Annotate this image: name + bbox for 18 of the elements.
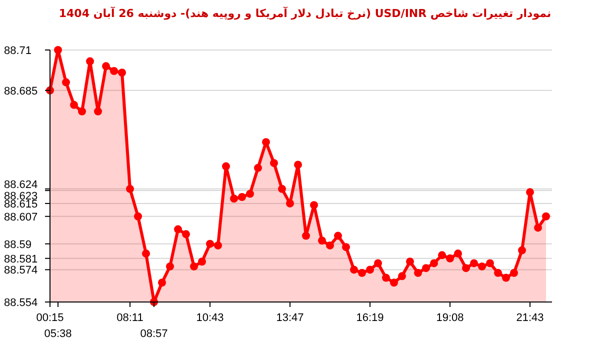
y-tick-label: 88.624 <box>4 178 38 191</box>
y-tick-label: 88.581 <box>4 253 38 266</box>
y-tick-label: 88.59 <box>4 238 32 251</box>
x-tick-label: 08:57 <box>140 328 168 340</box>
y-tick-label: 88.71 <box>4 45 32 57</box>
y-tick-label: 88.685 <box>4 85 38 98</box>
x-tick-label: 21:43 <box>516 312 544 324</box>
x-tick-label: 05:38 <box>44 328 72 340</box>
y-tick-label: 88.554 <box>4 297 38 309</box>
x-tick-label: 08:11 <box>116 312 144 324</box>
x-tick-label: 19:08 <box>436 312 464 324</box>
x-tick-label: 00:15 <box>36 312 64 324</box>
x-tick-label: 13:47 <box>276 312 304 324</box>
x-tick-label: 10:43 <box>196 312 224 324</box>
y-tick-label: 88.607 <box>4 211 38 224</box>
chart-title: نمودار تغییرات شاخص USD/INR (نرخ تبادل دلار آمریکا و روپیه هند)- دوشنبه 26 آبان 1404 <box>58 6 552 20</box>
y-tick-label: 88.574 <box>4 264 38 277</box>
x-tick-label: 16:19 <box>356 312 384 324</box>
